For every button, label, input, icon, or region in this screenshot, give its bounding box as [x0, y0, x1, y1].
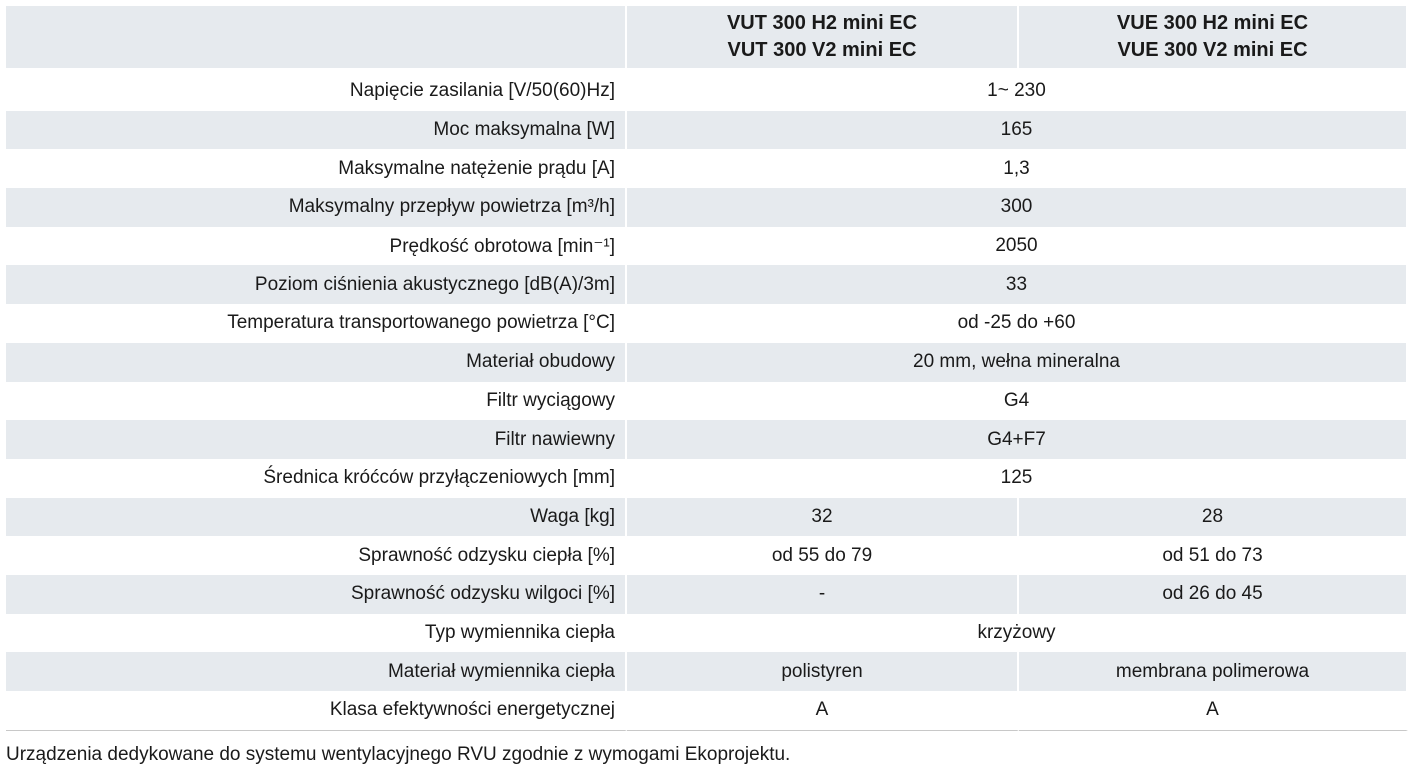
spec-table: VUT 300 H2 mini EC VUT 300 V2 mini EC VUE…: [6, 6, 1408, 731]
cell-value: od -25 do +60: [627, 304, 1408, 343]
cell-value: 2050: [627, 226, 1408, 266]
header-corner: [6, 6, 627, 68]
cell-value: G4: [627, 381, 1408, 421]
cell-value: 32: [627, 497, 1019, 537]
cell-value: od 55 do 79: [627, 536, 1019, 575]
row-label: Poziom ciśnienia akustycznego [dB(A)/3m]: [6, 265, 627, 305]
row-label: Filtr nawiewny: [6, 420, 627, 459]
cell-value: 28: [1019, 497, 1408, 537]
row-label: Waga [kg]: [6, 497, 627, 537]
row-label: Średnica króćców przyłączeniowych [mm]: [6, 458, 627, 498]
cell-value: polistyren: [627, 652, 1019, 691]
spec-row: Średnica króćców przyłączeniowych [mm] 12…: [6, 458, 1408, 498]
cell-value: od 26 do 45: [1019, 574, 1408, 614]
spec-row: Maksymalny przepływ powietrza [m³/h] 300: [6, 188, 1408, 227]
cell-value: membrana polimerowa: [1019, 652, 1408, 691]
cell-value: A: [1019, 691, 1408, 731]
spec-row: Sprawność odzysku ciepła [%] od 55 do 79 o…: [6, 536, 1408, 575]
row-label: Materiał obudowy: [6, 342, 627, 382]
row-label: Materiał wymiennika ciepła: [6, 652, 627, 691]
row-label: Moc maksymalna [W]: [6, 110, 627, 150]
column-header: VUE 300 H2 mini EC VUE 300 V2 mini EC: [1019, 6, 1408, 68]
cell-value: 20 mm, wełna mineralna: [627, 342, 1408, 382]
row-label: Sprawność odzysku wilgoci [%]: [6, 574, 627, 614]
spec-row: Typ wymiennika ciepła krzyżowy: [6, 613, 1408, 653]
row-label: Typ wymiennika ciepła: [6, 613, 627, 653]
cell-value: 300: [627, 188, 1408, 227]
spec-row: Sprawność odzysku wilgoci [%] - od 26 do 4…: [6, 574, 1408, 614]
row-label: Sprawność odzysku ciepła [%]: [6, 536, 627, 575]
spec-row: Prędkość obrotowa [min⁻¹] 2050: [6, 226, 1408, 266]
spec-row: Poziom ciśnienia akustycznego [dB(A)/3m]…: [6, 265, 1408, 305]
cell-value: 1~ 230: [627, 72, 1408, 111]
cell-value: -: [627, 574, 1019, 614]
spec-row: Moc maksymalna [W] 165: [6, 110, 1408, 150]
row-label: Maksymalne natężenie prądu [A]: [6, 149, 627, 189]
spec-row: Temperatura transportowanego powietrza […: [6, 304, 1408, 343]
spec-row: Materiał obudowy 20 mm, wełna mineralna: [6, 342, 1408, 382]
spec-row: Filtr nawiewny G4+F7: [6, 420, 1408, 459]
spec-row: Klasa efektywności energetycznej A A: [6, 691, 1408, 731]
spec-row: Maksymalne natężenie prądu [A] 1,3: [6, 149, 1408, 189]
cell-value: 33: [627, 265, 1408, 305]
cell-value: A: [627, 691, 1019, 731]
spec-row: Filtr wyciągowy G4: [6, 381, 1408, 421]
row-label: Maksymalny przepływ powietrza [m³/h]: [6, 188, 627, 227]
spec-row: Waga [kg] 32 28: [6, 497, 1408, 537]
row-label: Temperatura transportowanego powietrza […: [6, 304, 627, 343]
header-row: VUT 300 H2 mini EC VUT 300 V2 mini EC VUE…: [6, 6, 1408, 68]
column-header: VUT 300 H2 mini EC VUT 300 V2 mini EC: [627, 6, 1019, 68]
cell-value: od 51 do 73: [1019, 536, 1408, 575]
row-label: Filtr wyciągowy: [6, 381, 627, 421]
cell-value: G4+F7: [627, 420, 1408, 459]
cell-value: 1,3: [627, 149, 1408, 189]
cell-value: krzyżowy: [627, 613, 1408, 653]
row-label: Prędkość obrotowa [min⁻¹]: [6, 226, 627, 266]
spec-row: Napięcie zasilania [V/50(60)Hz] 1~ 230: [6, 72, 1408, 111]
table-body: VUT 300 H2 mini EC VUT 300 V2 mini EC VUE…: [6, 6, 1408, 731]
row-label: Klasa efektywności energetycznej: [6, 691, 627, 731]
row-label: Napięcie zasilania [V/50(60)Hz]: [6, 72, 627, 111]
cell-value: 125: [627, 458, 1408, 498]
footer-note: Urządzenia dedykowane do systemu wentyla…: [6, 744, 791, 765]
spec-row: Materiał wymiennika ciepła polistyren memb…: [6, 652, 1408, 691]
cell-value: 165: [627, 110, 1408, 150]
